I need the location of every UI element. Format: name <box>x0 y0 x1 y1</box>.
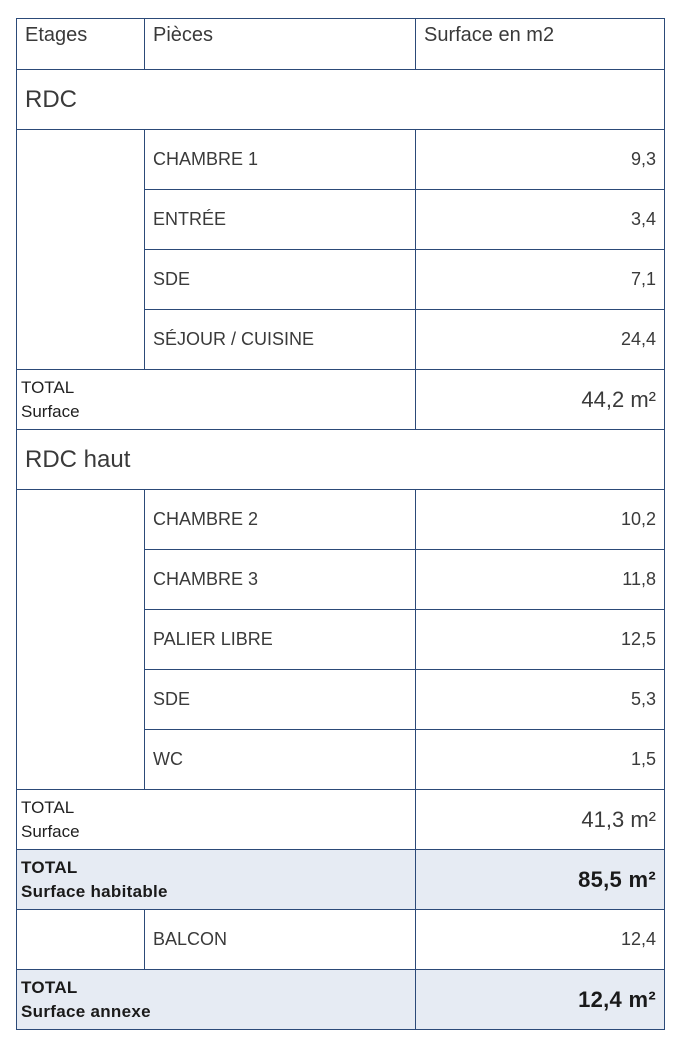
total-annexe-row: TOTAL Surface annexe 12,4 m² <box>16 969 665 1030</box>
table-row: BALCON 12,4 <box>16 909 665 970</box>
habitable-label-line1: TOTAL <box>21 857 78 877</box>
room-name: BALCON <box>144 909 416 970</box>
floor-spacer-cell <box>16 489 145 790</box>
table-header: Etages Pièces Surface en m2 <box>16 18 665 70</box>
habitable-label: TOTAL Surface habitable <box>16 849 416 910</box>
subtotal-label: TOTAL Surface <box>16 369 416 430</box>
table-row: PALIER LIBRE 12,5 <box>17 609 665 670</box>
room-area: 24,4 <box>415 309 665 370</box>
annexe-label-line2: Surface annexe <box>21 1001 151 1021</box>
room-area: 11,8 <box>415 549 665 610</box>
floor-row-rdc-haut: RDC haut <box>16 429 665 490</box>
subtotal-label-line2: Surface <box>21 401 80 421</box>
floor-name: RDC haut <box>16 429 665 490</box>
room-name: CHAMBRE 3 <box>144 549 416 610</box>
room-name: SÉJOUR / CUISINE <box>144 309 416 370</box>
room-area: 12,4 <box>415 909 665 970</box>
room-area: 5,3 <box>415 669 665 730</box>
subtotal-row-rdc-haut: TOTAL Surface 41,3 m² <box>16 789 665 850</box>
annex-spacer-cell <box>16 909 145 970</box>
header-room: Pièces <box>144 18 416 70</box>
subtotal-value: 41,3 m² <box>415 789 665 850</box>
room-area: 12,5 <box>415 609 665 670</box>
room-area: 9,3 <box>415 129 665 190</box>
room-name: PALIER LIBRE <box>144 609 416 670</box>
floor-row-rdc: RDC <box>16 69 665 130</box>
header-floor: Etages <box>16 18 145 70</box>
floor-spacer-cell <box>16 129 145 370</box>
surface-table: Etages Pièces Surface en m2 RDC CHAMBRE … <box>16 18 665 1030</box>
room-area: 7,1 <box>415 249 665 310</box>
subtotal-label: TOTAL Surface <box>16 789 416 850</box>
header-area: Surface en m2 <box>415 18 665 70</box>
room-area: 10,2 <box>415 489 665 550</box>
subtotal-row-rdc: TOTAL Surface 44,2 m² <box>16 369 665 430</box>
room-name: SDE <box>144 669 416 730</box>
habitable-label-line2: Surface habitable <box>21 881 168 901</box>
annexe-label-line1: TOTAL <box>21 977 78 997</box>
habitable-value: 85,5 m² <box>415 849 665 910</box>
subtotal-label-line1: TOTAL <box>21 377 75 397</box>
room-area: 1,5 <box>415 729 665 790</box>
total-habitable-row: TOTAL Surface habitable 85,5 m² <box>16 849 665 910</box>
room-name: SDE <box>144 249 416 310</box>
room-area: 3,4 <box>415 189 665 250</box>
table-row: CHAMBRE 2 10,2 <box>16 489 665 790</box>
subtotal-label-line2: Surface <box>21 821 80 841</box>
table-row: CHAMBRE 1 9,3 <box>16 129 665 370</box>
table-row: SDE 7,1 <box>17 249 665 310</box>
table-row: CHAMBRE 3 11,8 <box>17 549 665 610</box>
floor-name: RDC <box>16 69 665 130</box>
annexe-label: TOTAL Surface annexe <box>16 969 416 1030</box>
annexe-value: 12,4 m² <box>415 969 665 1030</box>
room-name: CHAMBRE 2 <box>144 489 416 550</box>
table-row: WC 1,5 <box>17 729 665 790</box>
table-row: SDE 5,3 <box>17 669 665 730</box>
room-name: ENTRÉE <box>144 189 416 250</box>
room-name: CHAMBRE 1 <box>144 129 416 190</box>
room-name: WC <box>144 729 416 790</box>
subtotal-value: 44,2 m² <box>415 369 665 430</box>
table-row: ENTRÉE 3,4 <box>17 189 665 250</box>
table-row: SÉJOUR / CUISINE 24,4 <box>17 309 665 370</box>
subtotal-label-line1: TOTAL <box>21 797 75 817</box>
